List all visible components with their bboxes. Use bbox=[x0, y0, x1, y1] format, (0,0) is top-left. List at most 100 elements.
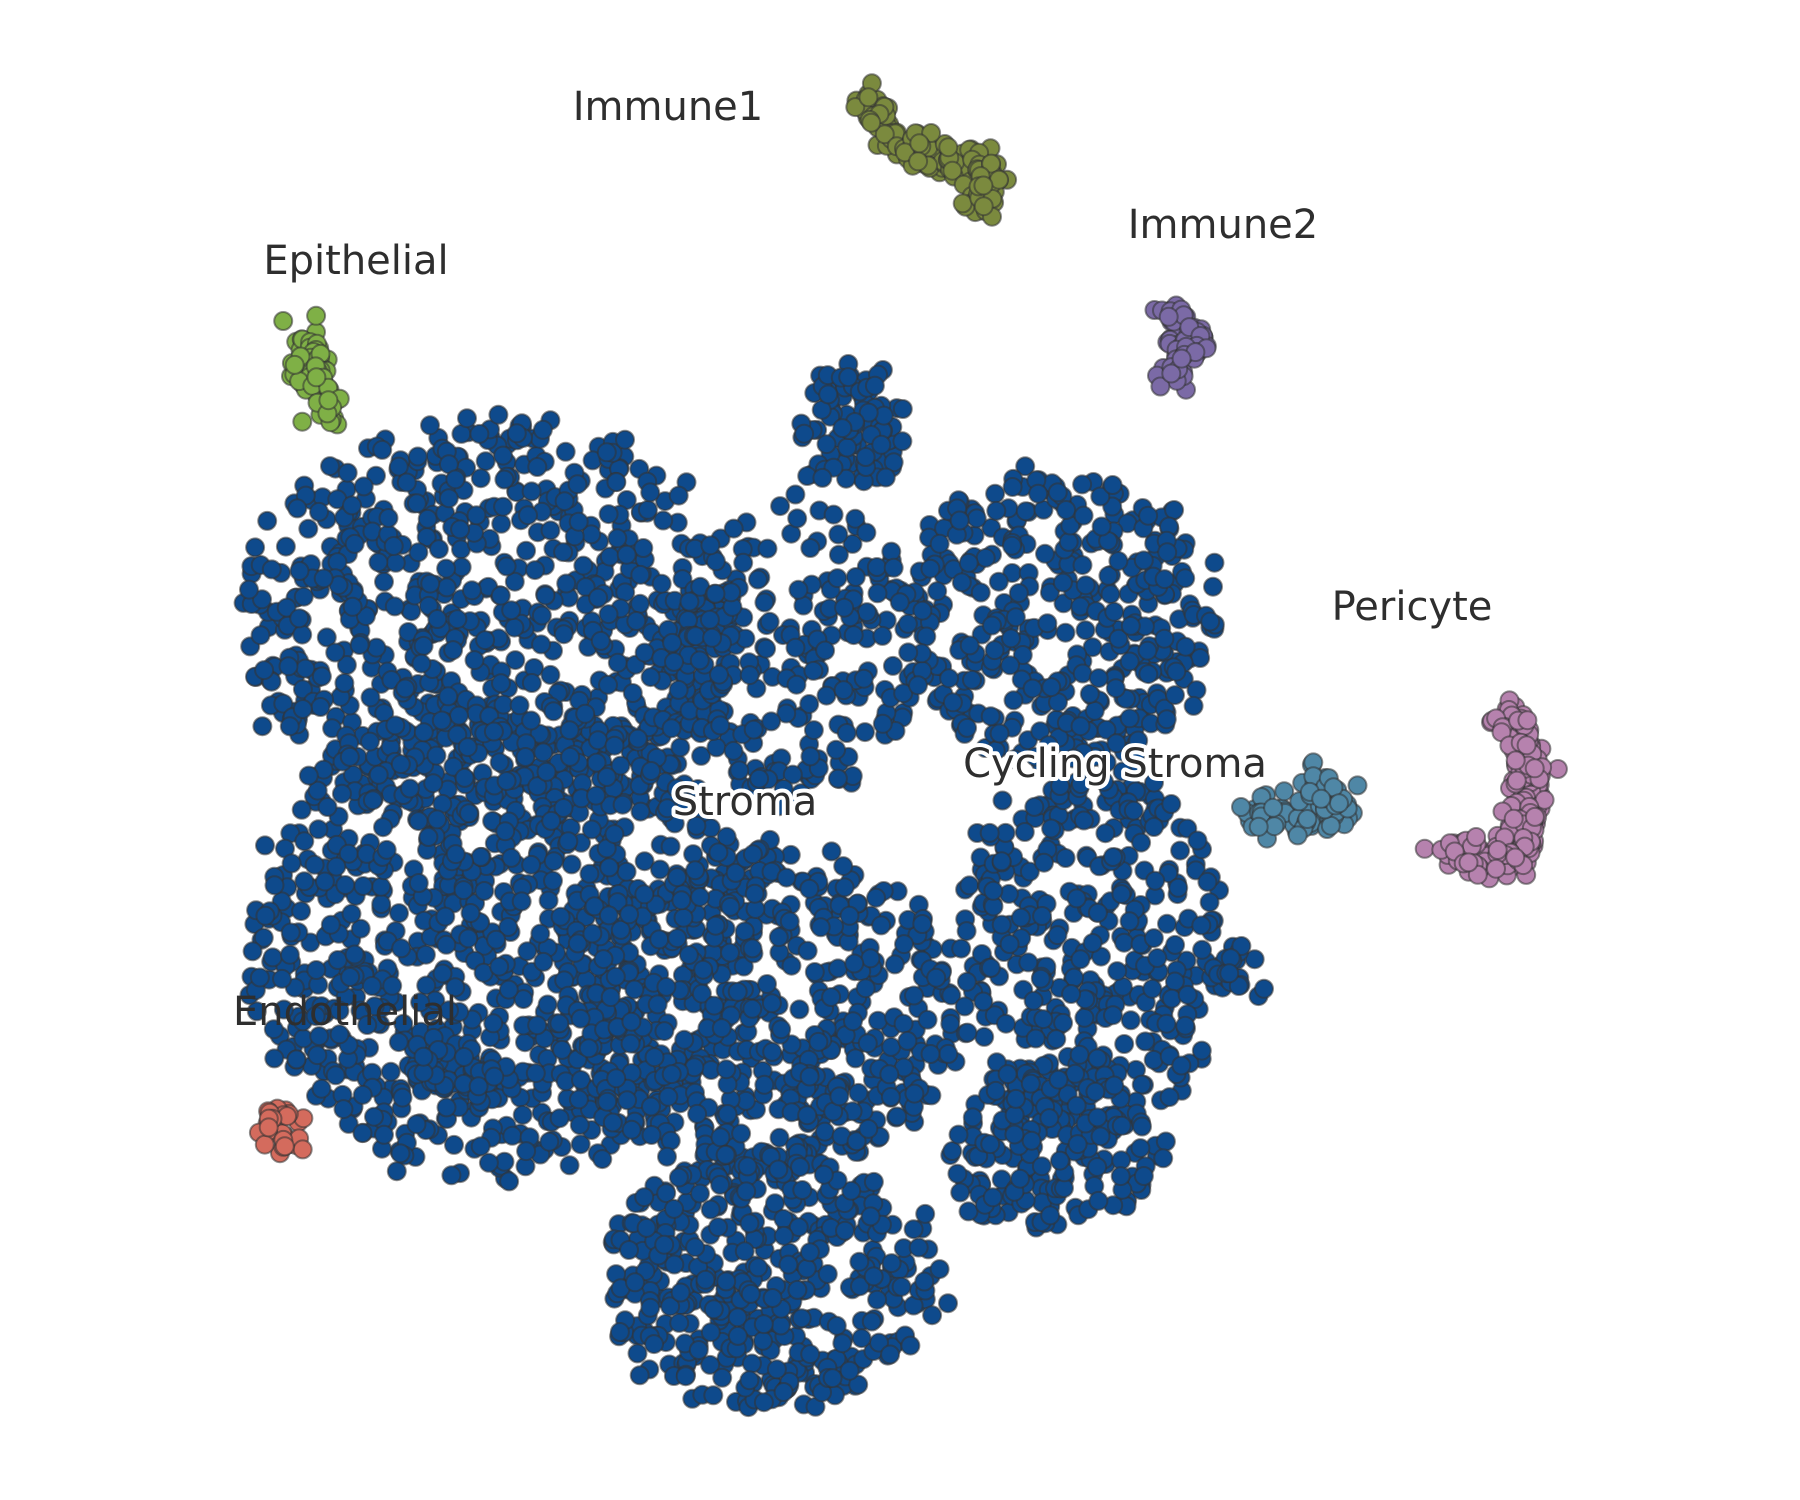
stroma-point bbox=[335, 875, 356, 895]
stroma-point bbox=[275, 536, 296, 557]
stroma-point bbox=[333, 1099, 354, 1120]
stroma-point bbox=[733, 552, 754, 573]
stroma-point bbox=[441, 1165, 462, 1186]
stroma-point bbox=[1105, 678, 1126, 699]
stroma-point bbox=[491, 513, 512, 534]
stroma-point bbox=[1035, 543, 1055, 564]
stroma-point bbox=[748, 569, 768, 590]
stroma-point bbox=[606, 1068, 627, 1089]
stroma-point bbox=[962, 669, 982, 690]
stroma-point bbox=[453, 880, 474, 901]
stroma-point bbox=[860, 948, 881, 969]
stroma-point bbox=[1008, 583, 1029, 603]
stroma-point bbox=[999, 934, 1020, 954]
stroma-point bbox=[504, 617, 525, 638]
stroma-point bbox=[673, 907, 694, 928]
stroma-point bbox=[1138, 664, 1159, 685]
stroma-point bbox=[1055, 622, 1076, 643]
stroma-point bbox=[904, 1083, 925, 1104]
pericyte-point bbox=[1487, 840, 1508, 860]
stroma-point bbox=[938, 1043, 959, 1064]
stroma-point bbox=[838, 367, 859, 388]
stroma-point bbox=[1199, 892, 1220, 913]
stroma-point bbox=[949, 510, 970, 531]
stroma-point bbox=[768, 927, 789, 948]
stroma-point bbox=[1123, 800, 1144, 821]
stroma-point bbox=[985, 1080, 1006, 1101]
stroma-point bbox=[1004, 1124, 1025, 1145]
stroma-point bbox=[475, 630, 496, 651]
stroma-point bbox=[897, 1030, 918, 1051]
stroma-point bbox=[493, 496, 514, 517]
stroma-point bbox=[307, 1045, 328, 1066]
stroma-point bbox=[851, 1328, 872, 1349]
stroma-point bbox=[470, 468, 491, 489]
stroma-point bbox=[606, 472, 627, 493]
stroma-point bbox=[436, 577, 457, 598]
stroma-point bbox=[1110, 1166, 1131, 1187]
stroma-point bbox=[630, 564, 651, 585]
stroma-point bbox=[553, 624, 574, 645]
stroma-point bbox=[889, 592, 910, 613]
stroma-point bbox=[753, 1314, 774, 1335]
stroma-point bbox=[458, 928, 479, 949]
stroma-point bbox=[864, 375, 885, 396]
stroma-point bbox=[533, 742, 554, 763]
stroma-point bbox=[538, 890, 559, 911]
stroma-point bbox=[1048, 1069, 1069, 1090]
stroma-point bbox=[1070, 716, 1091, 737]
stroma-point bbox=[588, 587, 609, 608]
stroma-point bbox=[927, 581, 948, 602]
stroma-point bbox=[525, 1063, 546, 1084]
stroma-point bbox=[996, 1013, 1016, 1034]
stroma-point bbox=[407, 446, 428, 467]
stroma-point bbox=[1069, 1044, 1090, 1065]
stroma-point bbox=[1161, 794, 1182, 814]
stroma-point bbox=[702, 627, 723, 648]
stroma-point bbox=[590, 630, 611, 651]
stroma-point bbox=[304, 854, 325, 875]
stroma-point bbox=[1138, 505, 1159, 526]
stroma-point bbox=[962, 1107, 983, 1128]
stroma-point bbox=[1143, 817, 1164, 837]
stroma-point bbox=[636, 1217, 657, 1238]
stroma-point bbox=[1108, 551, 1129, 571]
stroma-point bbox=[1065, 1063, 1086, 1084]
stroma-point bbox=[605, 966, 626, 987]
stroma-point bbox=[1131, 1074, 1152, 1095]
stroma-point bbox=[1014, 822, 1035, 842]
endothelial-point bbox=[254, 1134, 275, 1155]
stroma-point bbox=[602, 1112, 623, 1133]
stroma-point bbox=[298, 518, 319, 539]
stroma-point bbox=[973, 991, 994, 1012]
stroma-point bbox=[445, 844, 466, 865]
stroma-point bbox=[308, 819, 329, 840]
stroma-point bbox=[454, 767, 475, 788]
stroma-point bbox=[827, 768, 848, 789]
stroma-point bbox=[415, 944, 436, 965]
stroma-point bbox=[1133, 550, 1154, 571]
stroma-point bbox=[711, 1018, 732, 1039]
stroma-point bbox=[948, 1124, 969, 1145]
stroma-point bbox=[1087, 1157, 1108, 1177]
stroma-point bbox=[892, 399, 913, 419]
stroma-point bbox=[881, 1036, 902, 1057]
stroma-point bbox=[920, 558, 941, 579]
stroma-point bbox=[386, 1161, 407, 1182]
stroma-point bbox=[641, 1125, 662, 1145]
stroma-point bbox=[741, 1353, 762, 1374]
stroma-point bbox=[541, 810, 562, 831]
stroma-point bbox=[868, 1010, 888, 1031]
stroma-point bbox=[496, 771, 517, 791]
stroma-point bbox=[408, 542, 429, 563]
stroma-point bbox=[982, 1187, 1003, 1208]
stroma-point bbox=[779, 911, 800, 932]
stroma-point bbox=[599, 857, 620, 878]
stroma-point bbox=[341, 903, 362, 924]
stroma-point bbox=[486, 929, 507, 950]
stroma-point bbox=[757, 974, 777, 994]
stroma-point bbox=[496, 556, 517, 577]
stroma-point bbox=[1153, 1148, 1174, 1169]
immune1-point bbox=[973, 196, 994, 217]
